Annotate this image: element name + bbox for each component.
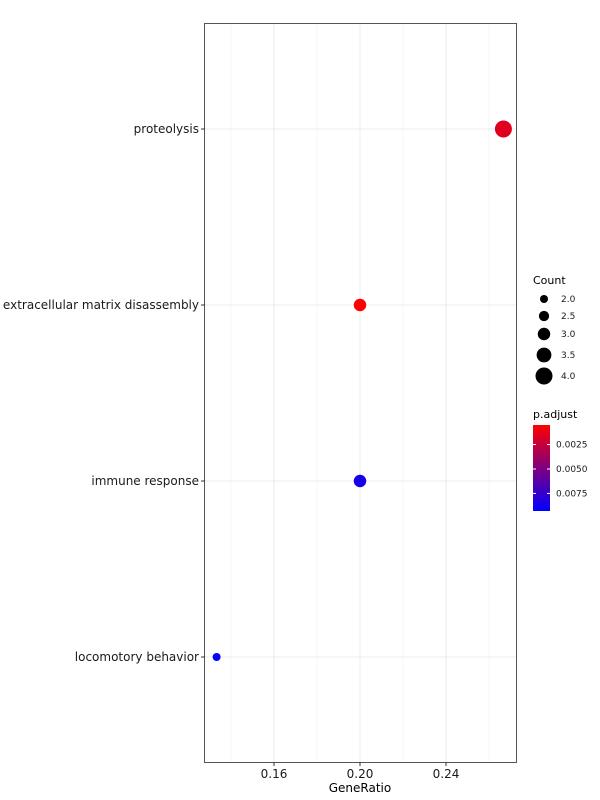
color-legend-title: p.adjust [533,408,578,421]
size-legend-key [538,310,550,322]
size-legend-key [537,327,551,341]
size-legend-title: Count [533,274,566,287]
color-legend-label: 0.0025 [556,441,588,451]
size-legend-label: 4.0 [561,372,576,382]
size-legend-label: 2.0 [561,295,576,305]
size-legend-key [535,367,553,385]
size-legend: Count 2.0 2.5 3.0 3.5 4.0 [533,274,576,385]
size-legend-label: 2.5 [561,312,575,322]
data-points [212,120,512,661]
data-point [494,120,512,138]
data-point [353,298,367,312]
y-tick-label: extracellular matrix disassembly [3,298,199,312]
size-legend-label: 3.0 [561,330,576,340]
y-axis-labels: proteolysis extracellular matrix disassem… [3,122,205,664]
plot-panel-border [204,23,517,763]
color-legend-bar [533,425,550,511]
grid-lines [205,24,516,762]
x-tick-label: 0.16 [261,767,288,781]
size-legend-key [540,295,548,303]
data-point [212,653,221,661]
y-tick-label: locomotory behavior [75,650,199,664]
x-tick-label: 0.20 [347,767,374,781]
y-tick-label: proteolysis [134,122,199,136]
x-tick-label: 0.24 [433,767,460,781]
size-legend-label: 3.5 [561,351,575,361]
x-axis-title: GeneRatio [329,781,391,795]
size-legend-key [536,347,552,363]
y-tick-label: immune response [91,474,199,488]
data-point [353,474,367,488]
color-legend-label: 0.0075 [556,489,588,499]
color-legend-label: 0.0050 [556,465,588,475]
x-axis: 0.16 0.20 0.24 [261,762,460,781]
color-legend: p.adjust 0.0025 0.0050 0.0075 [533,408,588,511]
